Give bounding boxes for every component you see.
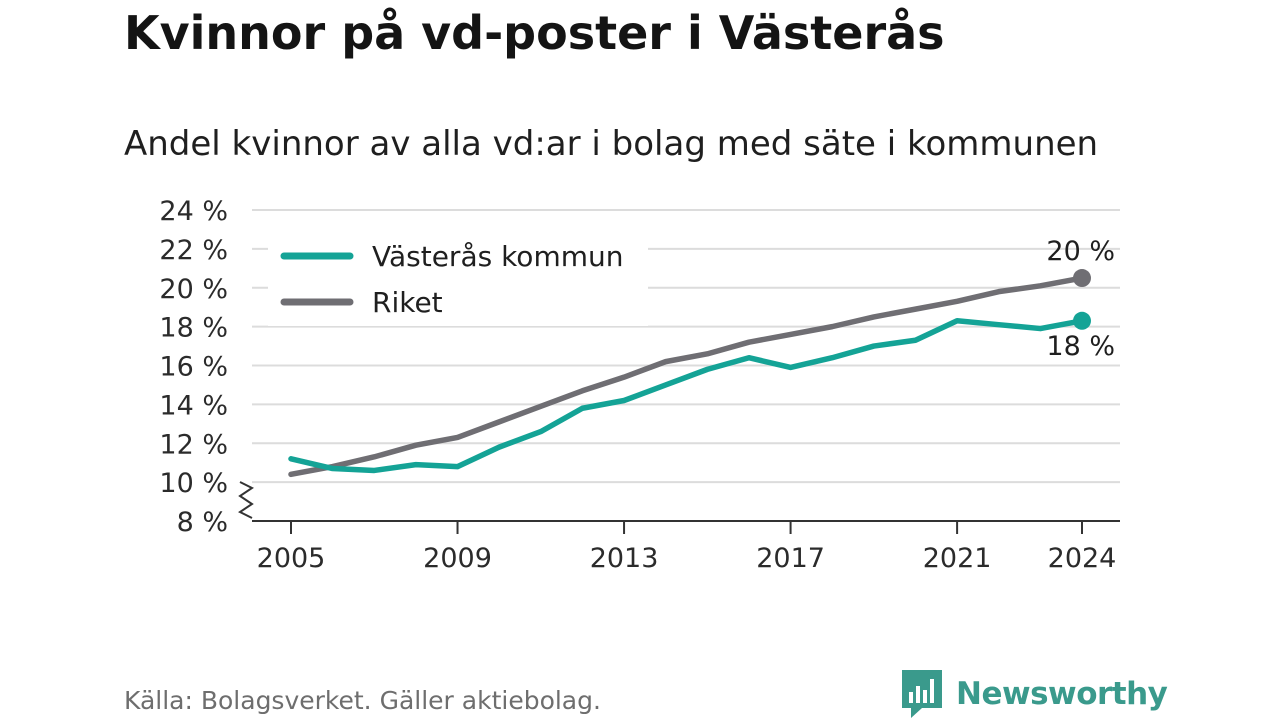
end-label-vasteras: 18 % [1046, 331, 1115, 362]
x-tick-label: 2017 [756, 543, 825, 574]
end-label-riket: 20 % [1046, 236, 1115, 267]
x-tick-label: 2024 [1048, 543, 1117, 574]
y-tick-label: 22 % [159, 235, 228, 266]
legend: Västerås kommun Riket [268, 230, 648, 326]
y-tick-label: 12 % [159, 429, 228, 460]
x-tick-label: 2005 [257, 543, 326, 574]
brand-logo: Newsworthy [902, 670, 1168, 718]
end-point-vasteras [1073, 311, 1091, 330]
newsworthy-bar-chart-icon [902, 670, 942, 718]
end-point-riket [1073, 269, 1091, 288]
x-tick-label: 2013 [590, 543, 659, 574]
series-line-vasteras [288, 318, 1085, 474]
y-axis-ticks: 8 % 10 % 12 % 14 % 16 % 18 % 20 % 22 % 24 % [159, 196, 254, 538]
y-tick-label: 16 % [159, 352, 228, 383]
chart-subtitle: Andel kvinnor av alla vd:ar i bolag med … [124, 124, 1099, 164]
legend-background [268, 230, 648, 326]
y-tick-label: 24 % [159, 196, 228, 227]
x-axis: 2005 2009 2013 2017 2021 2024 [252, 520, 1120, 574]
series-lines: 20 % 18 % [288, 236, 1115, 478]
brand-name: Newsworthy [956, 676, 1168, 712]
series-line-riket [288, 275, 1085, 478]
x-tick-label: 2021 [923, 543, 992, 574]
legend-label: Västerås kommun [372, 240, 623, 273]
x-tick-label: 2009 [423, 543, 492, 574]
y-tick-label: 14 % [159, 390, 228, 421]
y-tick-label: 8 % [177, 507, 228, 538]
chart-title: Kvinnor på vd-poster i Västerås [124, 6, 945, 60]
y-tick-label: 20 % [159, 274, 228, 305]
y-tick-label: 18 % [159, 313, 228, 344]
axis-break-icon [238, 481, 254, 519]
legend-label: Riket [372, 286, 443, 319]
y-tick-label: 10 % [159, 468, 228, 499]
source-note: Källa: Bolagsverket. Gäller aktiebolag. [124, 686, 601, 715]
